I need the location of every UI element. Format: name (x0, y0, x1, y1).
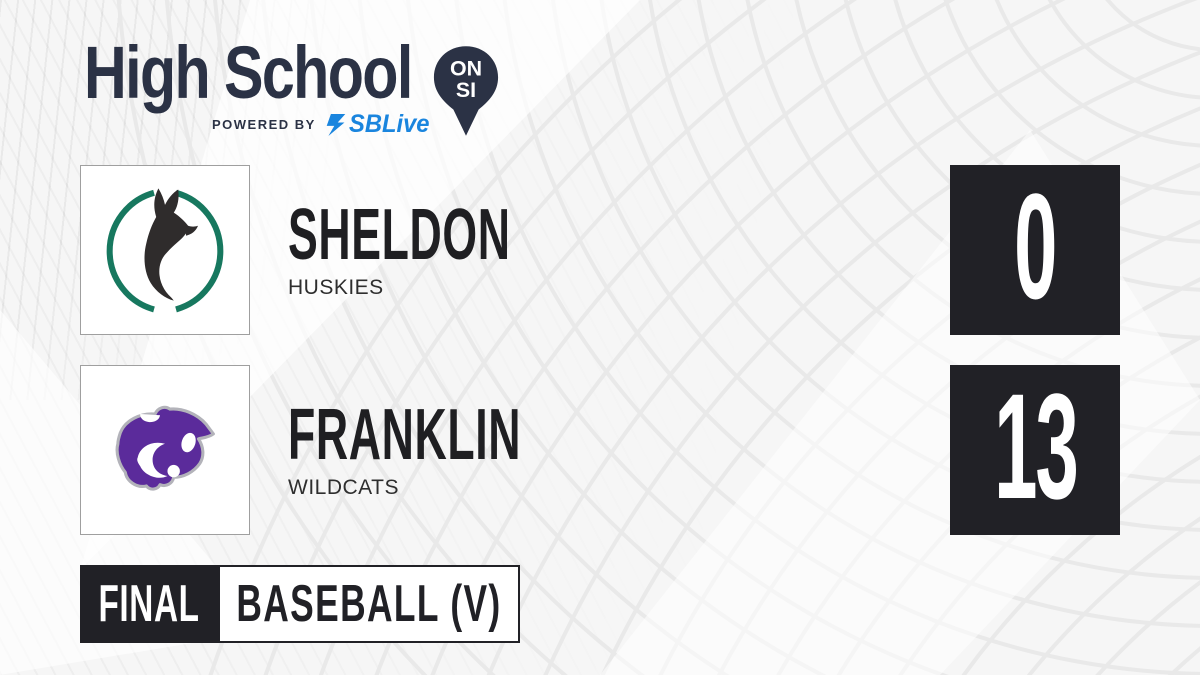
game-status-badge: FINAL (80, 565, 218, 643)
sblive-bolt-icon (326, 113, 346, 136)
team1-mascot: HUSKIES (288, 276, 384, 299)
team1-logo-card (80, 165, 250, 335)
team2-score: 13 (993, 362, 1079, 530)
game-status-label: FINAL (98, 575, 200, 633)
wildcat-logo (115, 405, 215, 491)
svg-text:ON: ON (450, 56, 482, 80)
powered-by-row: POWERED BY SBLive (212, 110, 434, 139)
sblive-wordmark: SBLive (348, 110, 430, 138)
event-badge: BASEBALL (V) (218, 565, 520, 643)
team2-logo-card (80, 365, 250, 535)
sblive-logo: SBLive (325, 110, 434, 139)
team2-score-box: 13 (950, 365, 1120, 535)
brand-title: High School (84, 31, 413, 114)
team1-name: SHELDON (288, 195, 511, 275)
team2-mascot: WILDCATS (288, 476, 399, 499)
powered-by-label: POWERED BY (212, 117, 316, 132)
on-si-pin-icon: ON SI (433, 46, 499, 136)
team1-score-box: 0 (950, 165, 1120, 335)
svg-text:SI: SI (456, 78, 476, 102)
team1-score: 0 (1014, 162, 1057, 330)
husky-circle-logo (106, 188, 224, 313)
event-label: BASEBALL (V) (236, 575, 502, 633)
team2-name: FRANKLIN (288, 395, 522, 475)
